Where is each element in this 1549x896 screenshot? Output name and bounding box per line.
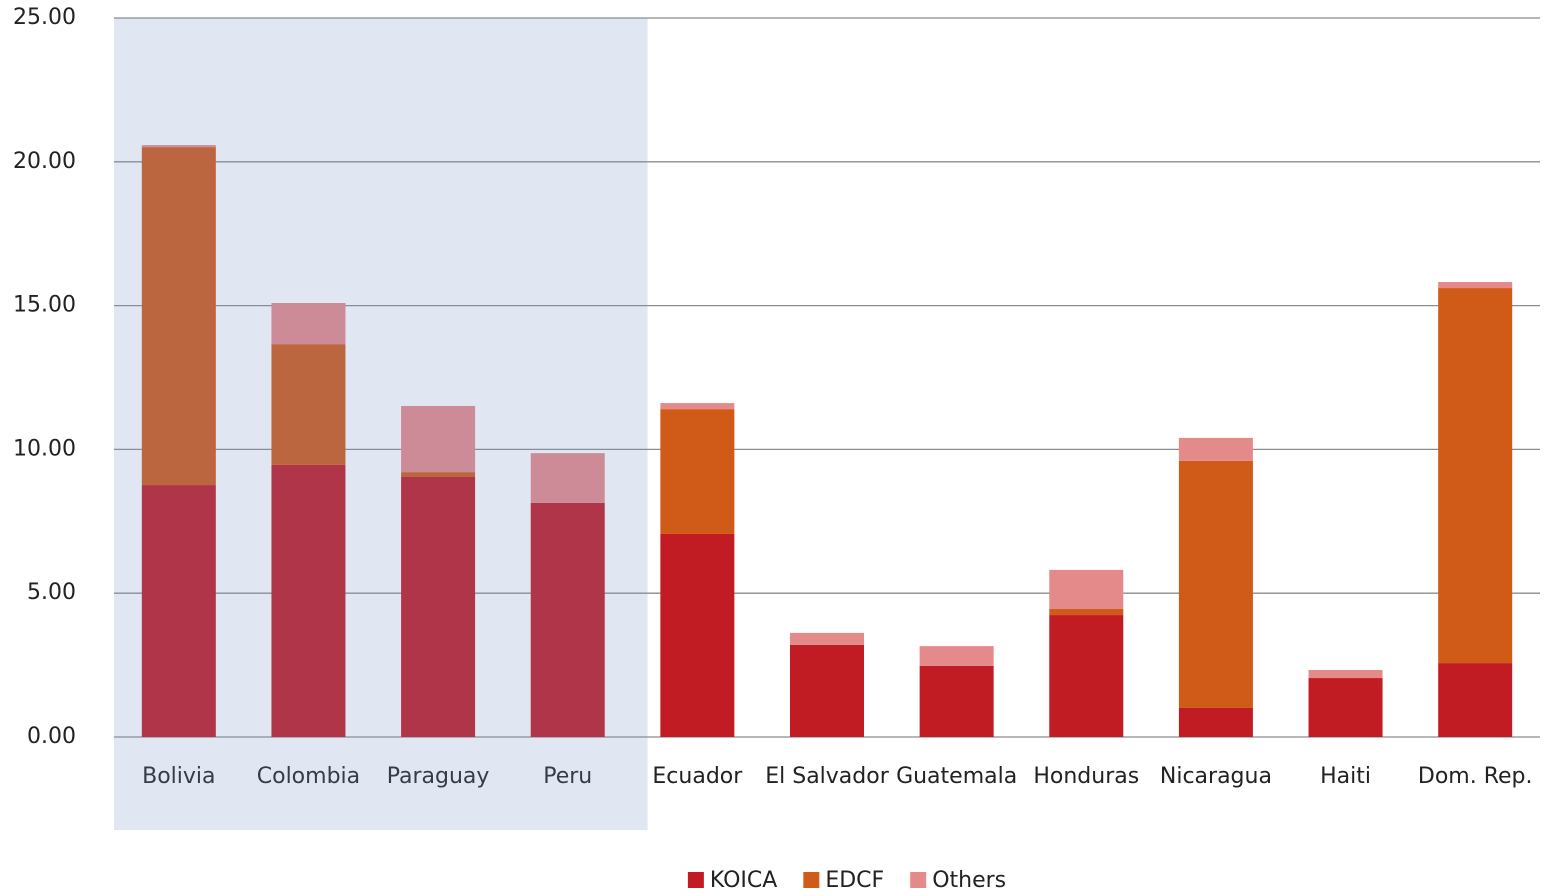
bar-segment: [401, 477, 476, 737]
highlight-region: [114, 18, 648, 830]
bar-segment: [271, 344, 346, 465]
x-tick-label: Paraguay: [387, 764, 490, 789]
bar-segment: [1049, 609, 1124, 616]
legend-label: EDCF: [825, 868, 884, 893]
legend-label: Others: [932, 868, 1006, 893]
bar-segment: [141, 147, 216, 486]
bar-segment: [1438, 282, 1513, 289]
bar-segment: [1178, 437, 1253, 461]
bar-segment: [1438, 288, 1513, 664]
bar-segment: [1049, 615, 1124, 737]
legend-label: KOICA: [710, 868, 777, 893]
x-tick-label: Nicaragua: [1160, 764, 1272, 789]
y-tick-label: 15.00: [13, 293, 76, 318]
bar-segment: [141, 485, 216, 737]
y-tick-label: 5.00: [27, 580, 76, 605]
bar-segment: [530, 453, 605, 503]
bar-segment: [919, 646, 994, 666]
legend-swatch: [687, 872, 704, 888]
x-tick-label: Dom. Rep.: [1418, 764, 1533, 789]
bar-segment: [1178, 707, 1253, 737]
x-tick-label: Colombia: [257, 764, 360, 789]
x-tick-label: El Salvador: [765, 764, 889, 789]
bar-segment: [271, 464, 346, 737]
bar-segment: [1178, 460, 1253, 708]
bar-segment: [1308, 669, 1383, 679]
legend-swatch: [910, 872, 927, 888]
bar-segment: [271, 303, 346, 345]
bar-segment: [660, 533, 735, 737]
legend-swatch: [803, 872, 820, 888]
bar-segment: [1049, 569, 1124, 610]
bar-segment: [660, 409, 735, 534]
bar-segment: [401, 405, 476, 473]
y-tick-label: 20.00: [13, 149, 76, 174]
bar-segment: [919, 665, 994, 737]
x-tick-label: Guatemala: [896, 764, 1017, 789]
x-tick-label: Bolivia: [142, 764, 215, 789]
y-tick-label: 25.00: [13, 5, 76, 30]
x-tick-label: Peru: [543, 764, 592, 789]
y-tick-label: 10.00: [13, 436, 76, 461]
bar-segment: [790, 632, 864, 645]
bar-segment: [1438, 663, 1513, 737]
bar-segment: [790, 644, 864, 737]
bar-segment: [660, 403, 735, 410]
bar-segment: [401, 472, 476, 478]
y-tick-label: 0.00: [27, 724, 76, 749]
bar-segment: [530, 502, 605, 737]
bar-segment: [1308, 678, 1383, 737]
x-tick-label: Honduras: [1033, 764, 1139, 789]
x-tick-label: Ecuador: [652, 764, 743, 789]
x-tick-label: Haiti: [1320, 764, 1371, 789]
bar-segment: [141, 145, 216, 148]
